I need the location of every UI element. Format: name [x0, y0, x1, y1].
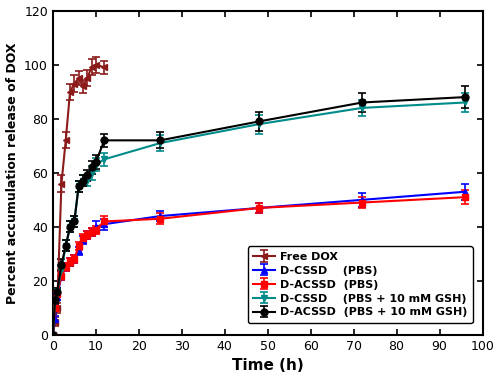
Legend: Free DOX, D-CSSD    (PBS), D-ACSSD  (PBS), D-CSSD    (PBS + 10 mM GSH), D-ACSSD : Free DOX, D-CSSD (PBS), D-ACSSD (PBS), D… [248, 246, 472, 323]
X-axis label: Time (h): Time (h) [232, 359, 304, 373]
Y-axis label: Percent accumulation release of DOX: Percent accumulation release of DOX [6, 42, 18, 304]
